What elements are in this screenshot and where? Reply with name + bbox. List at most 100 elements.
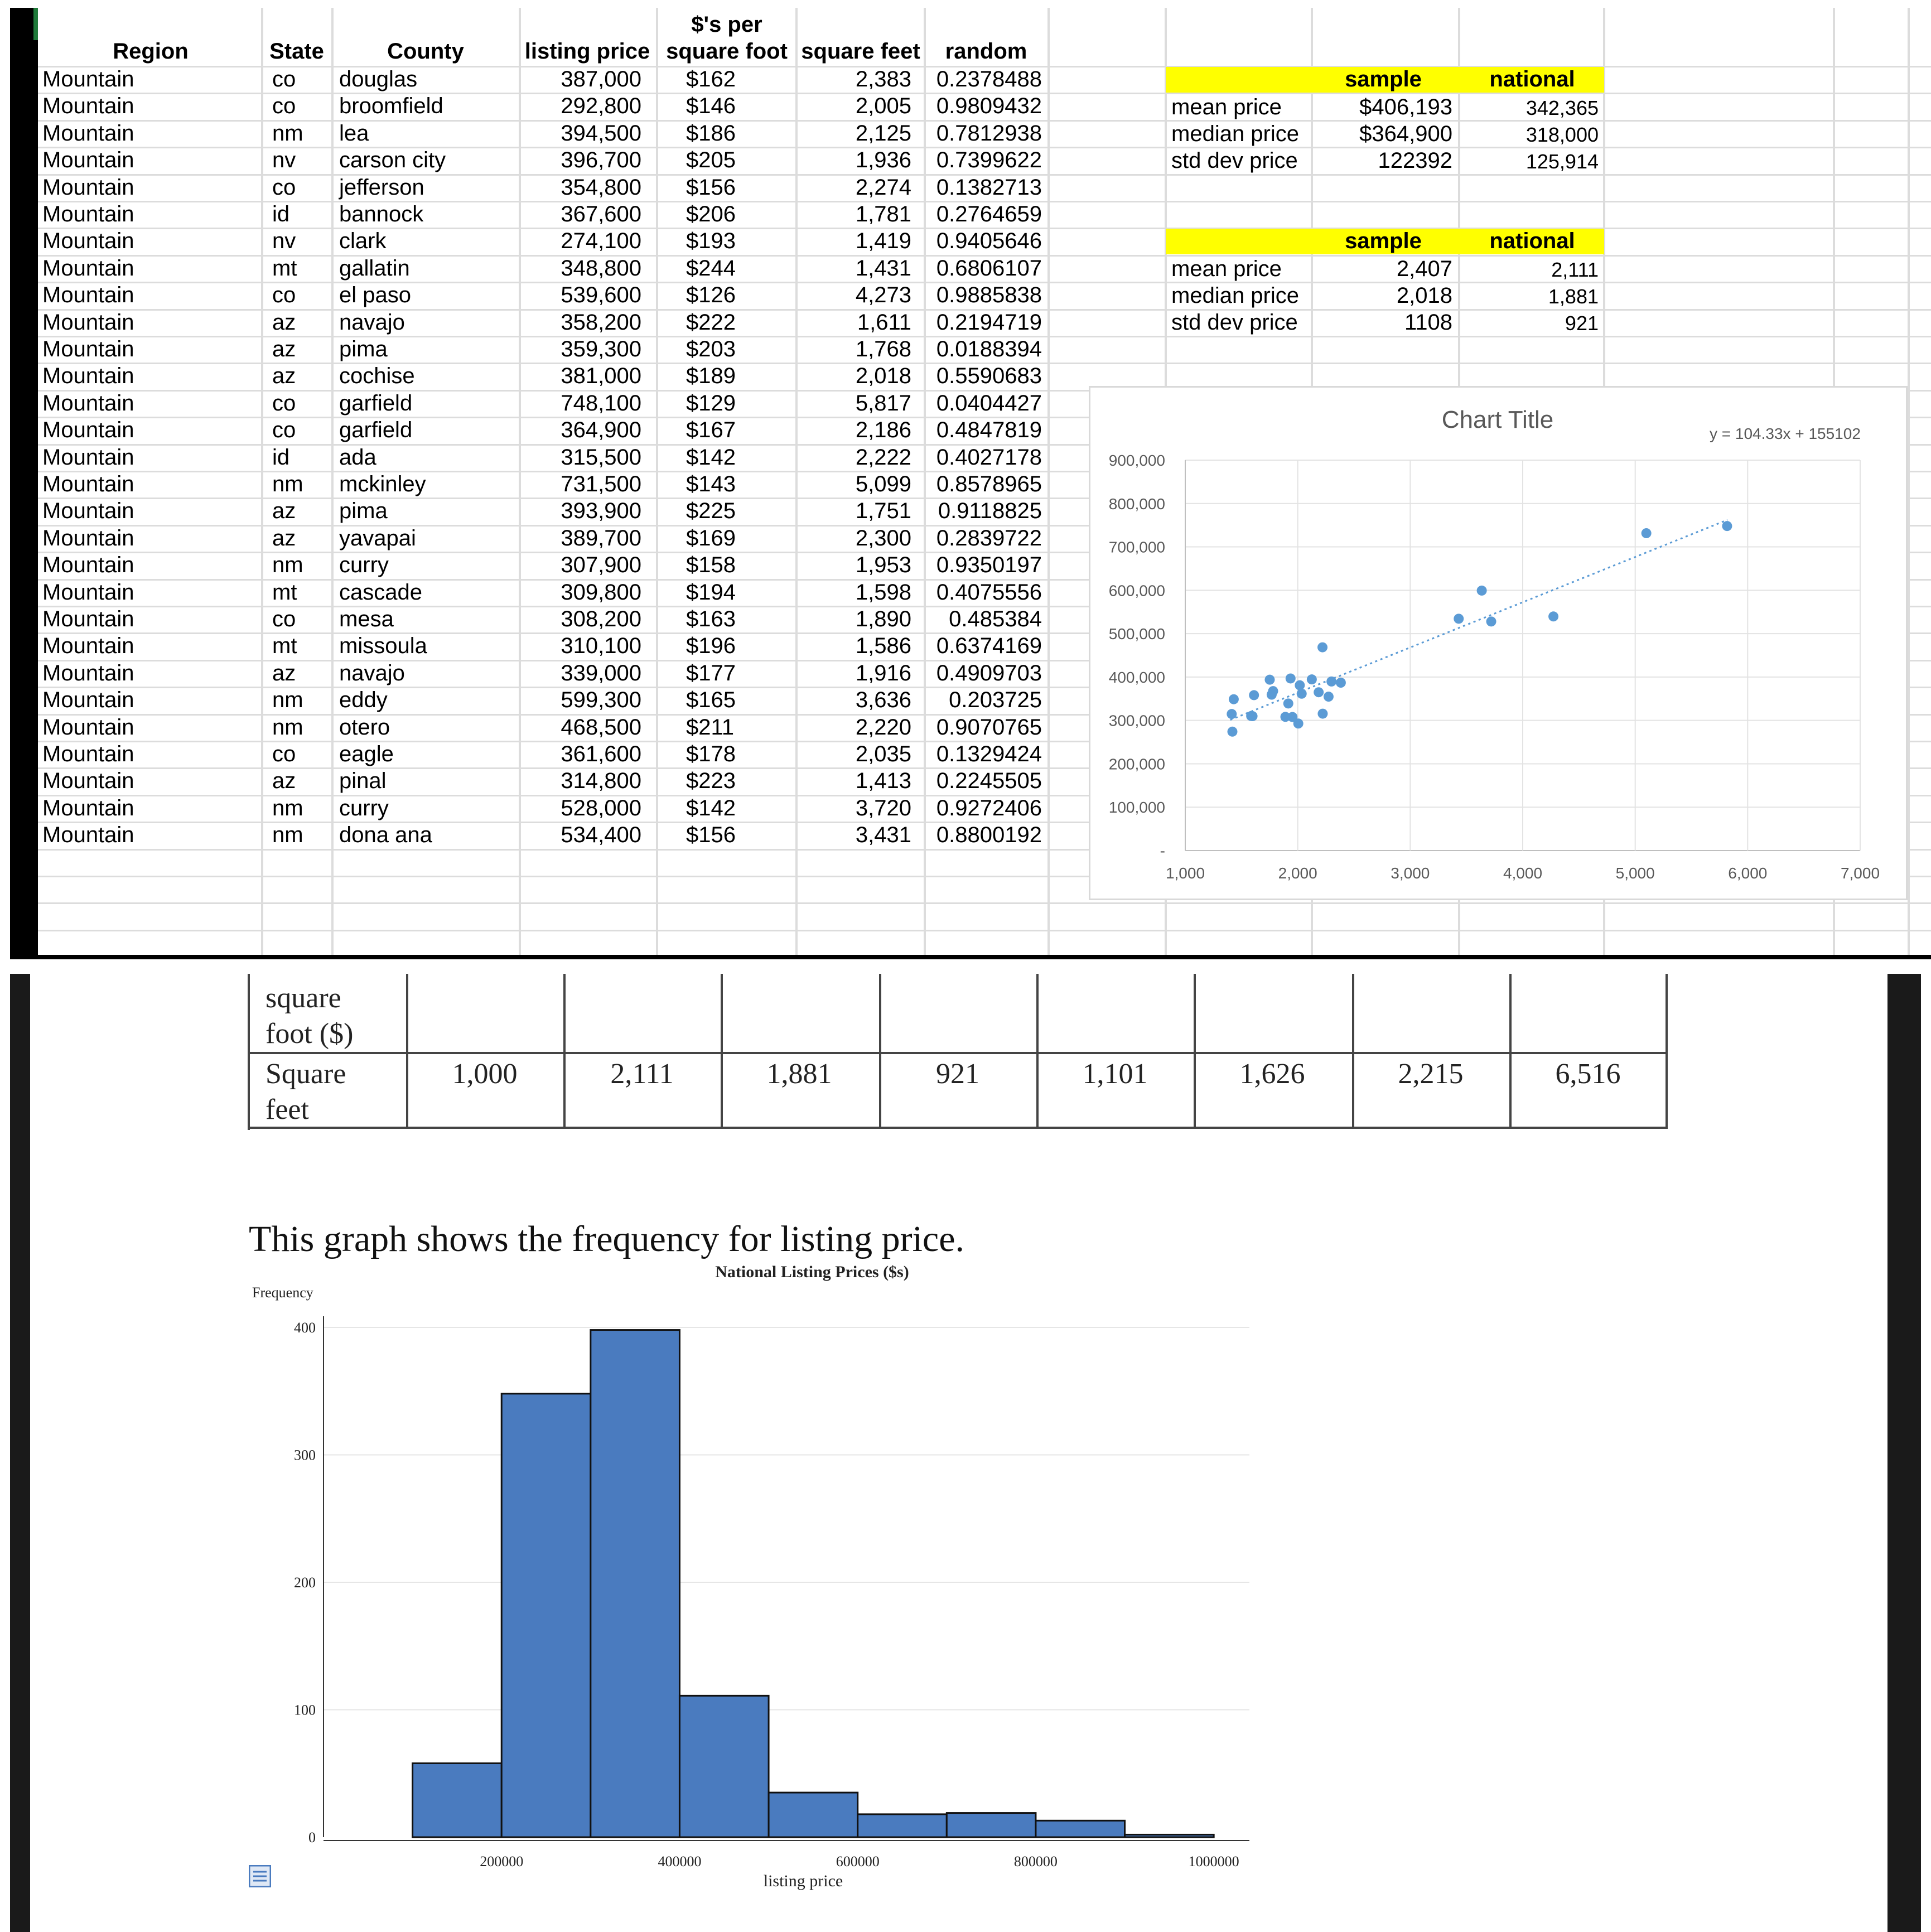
cell-per-sqft[interactable]: $165 xyxy=(686,688,736,713)
cell-square-feet[interactable]: 1,611 xyxy=(857,310,911,335)
scatter-point[interactable] xyxy=(1454,614,1464,624)
scatter-point[interactable] xyxy=(1246,711,1257,721)
cell-region[interactable]: Mountain xyxy=(42,445,134,470)
cell-state[interactable]: nv xyxy=(272,148,296,173)
cell-per-sqft[interactable]: $206 xyxy=(686,202,736,226)
cell-county[interactable]: bannock xyxy=(339,202,424,226)
cell-listing-price[interactable]: 348,800 xyxy=(561,255,641,281)
scatter-point[interactable] xyxy=(1486,616,1496,627)
scatter-point[interactable] xyxy=(1317,708,1328,719)
cell-listing-price[interactable]: 534,400 xyxy=(561,823,641,848)
cell-random[interactable]: 0.6374169 xyxy=(936,634,1042,659)
histogram-bar[interactable] xyxy=(945,1812,1037,1838)
cell-listing-price[interactable]: 387,000 xyxy=(561,67,641,91)
cell-random[interactable]: 0.8578965 xyxy=(936,472,1042,496)
cell-square-feet[interactable]: 1,419 xyxy=(855,229,911,254)
cell-square-feet[interactable]: 2,018 xyxy=(855,364,911,389)
cell-listing-price[interactable]: 274,100 xyxy=(561,229,641,254)
cell-county[interactable]: broomfield xyxy=(339,94,443,119)
cell-per-sqft[interactable]: $129 xyxy=(686,390,736,416)
cell-region[interactable]: Mountain xyxy=(42,795,134,820)
cell-county[interactable]: garfield xyxy=(339,390,413,416)
histogram-chart[interactable]: National Listing Prices ($s) Frequency l… xyxy=(245,1255,1261,1924)
cell-random[interactable]: 0.4847819 xyxy=(936,418,1042,443)
histogram-bar[interactable] xyxy=(1124,1833,1215,1838)
cell-county[interactable]: lea xyxy=(339,120,369,146)
header-random[interactable]: random xyxy=(945,39,1027,64)
scatter-point[interactable] xyxy=(1476,585,1487,596)
cell-county[interactable]: douglas xyxy=(339,67,418,91)
cell-county[interactable]: jefferson xyxy=(339,175,424,200)
cell-region[interactable]: Mountain xyxy=(42,148,134,173)
cell-state[interactable]: co xyxy=(272,607,296,631)
cell-county[interactable]: cascade xyxy=(339,579,422,605)
cell-county[interactable]: pinal xyxy=(339,769,387,794)
cell-region[interactable]: Mountain xyxy=(42,607,134,631)
cell-state[interactable]: co xyxy=(272,67,296,91)
cell-region[interactable]: Mountain xyxy=(42,688,134,713)
stats1-header-national[interactable]: national xyxy=(1489,67,1575,91)
cell-region[interactable]: Mountain xyxy=(42,499,134,524)
scatter-point[interactable] xyxy=(1722,521,1732,532)
cell-state[interactable]: co xyxy=(272,418,296,443)
cell-per-sqft[interactable]: $163 xyxy=(686,607,736,631)
cell-county[interactable]: missoula xyxy=(339,634,427,659)
cell-random[interactable]: 0.1329424 xyxy=(936,742,1042,766)
stats2-national-std[interactable]: 921 xyxy=(1565,312,1599,335)
cell-region[interactable]: Mountain xyxy=(42,364,134,389)
cell-listing-price[interactable]: 307,900 xyxy=(561,553,641,578)
cell-state[interactable]: nm xyxy=(272,472,303,496)
cell-state[interactable]: co xyxy=(272,283,296,308)
cell-listing-price[interactable]: 292,800 xyxy=(561,94,641,119)
histogram-bar[interactable] xyxy=(590,1329,680,1838)
cell-random[interactable]: 0.9350197 xyxy=(936,553,1042,578)
cell-listing-price[interactable]: 748,100 xyxy=(561,390,641,416)
stats2-sample-std[interactable]: 1108 xyxy=(1404,310,1452,335)
stats2-national-median[interactable]: 1,881 xyxy=(1548,285,1599,308)
cell-county[interactable]: yavapai xyxy=(339,525,416,550)
cell-random[interactable]: 0.0188394 xyxy=(936,337,1042,361)
cell-state[interactable]: nm xyxy=(272,120,303,146)
cell-state[interactable]: az xyxy=(272,337,296,361)
cell-random[interactable]: 0.9118825 xyxy=(938,499,1042,524)
scatter-point[interactable] xyxy=(1323,692,1334,702)
cell-state[interactable]: co xyxy=(272,742,296,766)
scatter-point[interactable] xyxy=(1314,687,1324,698)
header-county[interactable]: County xyxy=(387,39,464,64)
stats1-label-median[interactable]: median price xyxy=(1171,122,1300,146)
scatter-point[interactable] xyxy=(1227,709,1237,719)
scatter-point[interactable] xyxy=(1227,726,1238,737)
cell-square-feet[interactable]: 1,781 xyxy=(855,202,911,226)
cell-random[interactable]: 0.9809432 xyxy=(936,94,1042,119)
cell-square-feet[interactable]: 3,720 xyxy=(855,795,911,820)
histogram-bar[interactable] xyxy=(857,1813,948,1838)
cell-per-sqft[interactable]: $211 xyxy=(686,714,735,740)
cell-square-feet[interactable]: 5,099 xyxy=(855,472,911,496)
cell-county[interactable]: carson city xyxy=(339,148,446,173)
stats1-national-median[interactable]: 318,000 xyxy=(1526,123,1599,146)
stats2-sample-mean[interactable]: 2,407 xyxy=(1396,257,1452,281)
cell-square-feet[interactable]: 1,953 xyxy=(855,553,911,578)
cell-county[interactable]: mckinley xyxy=(339,472,426,496)
cell-per-sqft[interactable]: $158 xyxy=(686,553,736,578)
scatter-point[interactable] xyxy=(1641,528,1652,539)
cell-listing-price[interactable]: 396,700 xyxy=(561,148,641,173)
cell-per-sqft[interactable]: $225 xyxy=(686,499,736,524)
cell-region[interactable]: Mountain xyxy=(42,175,134,200)
cell-per-sqft[interactable]: $203 xyxy=(686,337,736,361)
cell-state[interactable]: az xyxy=(272,769,296,794)
cell-random[interactable]: 0.6806107 xyxy=(936,255,1042,281)
cell-county[interactable]: pima xyxy=(339,499,388,524)
cell-square-feet[interactable]: 2,222 xyxy=(855,445,911,470)
cell-per-sqft[interactable]: $193 xyxy=(686,229,736,254)
cell-state[interactable]: az xyxy=(272,525,296,550)
histogram-bar[interactable] xyxy=(767,1791,859,1838)
cell-per-sqft[interactable]: $169 xyxy=(686,525,736,550)
cell-square-feet[interactable]: 1,431 xyxy=(855,255,911,281)
cell-random[interactable]: 0.1382713 xyxy=(936,175,1042,200)
cell-random[interactable]: 0.4027178 xyxy=(936,445,1042,470)
cell-listing-price[interactable]: 394,500 xyxy=(561,120,641,146)
cell-listing-price[interactable]: 393,900 xyxy=(561,499,641,524)
cell-region[interactable]: Mountain xyxy=(42,94,134,119)
cell-listing-price[interactable]: 361,600 xyxy=(561,742,641,766)
